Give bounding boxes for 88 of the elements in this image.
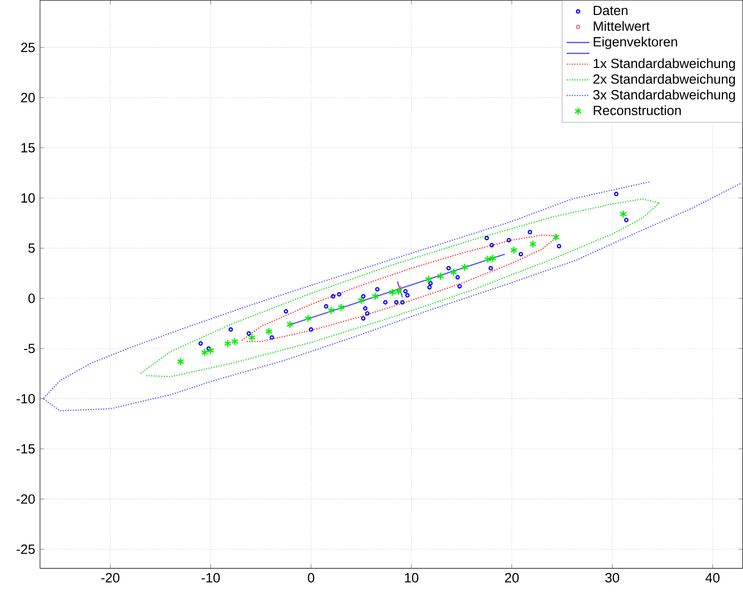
- point: [556, 244, 562, 249]
- point: [338, 303, 345, 312]
- legend-label: Daten: [594, 6, 628, 16]
- point: [394, 300, 399, 305]
- point: [365, 311, 370, 316]
- point: [428, 281, 433, 286]
- y-tick-label: -5: [24, 344, 35, 354]
- point: [400, 300, 405, 305]
- point: [372, 292, 379, 301]
- x-tick-label: 30: [605, 573, 620, 583]
- point: [265, 328, 272, 336]
- point: [330, 294, 336, 299]
- y-tick-label: 25: [21, 42, 35, 52]
- point: [398, 286, 403, 291]
- point: [358, 296, 365, 305]
- point: [207, 346, 214, 355]
- legend-label: Reconstruction: [594, 106, 681, 116]
- y-tick-label: -25: [16, 544, 35, 554]
- point: [489, 254, 496, 262]
- point: [490, 243, 494, 248]
- point: [198, 341, 203, 346]
- point: [363, 306, 368, 311]
- point: [286, 320, 294, 329]
- y-tick-label: 20: [21, 93, 35, 102]
- point: [450, 268, 458, 276]
- point: [308, 327, 314, 332]
- point: [405, 293, 410, 298]
- legend-label: 1x Standardabweichung: [594, 58, 735, 71]
- y-tick-label: -15: [16, 444, 35, 454]
- point: [427, 285, 432, 290]
- y-tick-label: 5: [28, 244, 35, 253]
- y-tick-label: -10: [16, 394, 35, 404]
- x-tick-label: -10: [202, 573, 220, 583]
- point: [304, 314, 312, 323]
- point: [324, 304, 328, 309]
- point: [403, 289, 408, 294]
- point: [529, 240, 537, 248]
- point: [228, 327, 233, 332]
- point: [436, 272, 444, 280]
- y-tick-label: 15: [21, 143, 35, 153]
- point: [455, 275, 460, 280]
- point: [284, 309, 288, 314]
- x-tick-label: 10: [405, 573, 418, 583]
- point: [328, 306, 335, 315]
- point: [624, 218, 628, 222]
- legend-label: 2x Standardabweichung: [593, 74, 735, 87]
- point: [231, 338, 238, 346]
- point: [361, 294, 366, 299]
- legend-label: Eigenvektoren: [594, 36, 678, 50]
- point: [336, 292, 342, 297]
- point: [424, 275, 432, 284]
- point: [388, 288, 396, 297]
- point: [206, 346, 211, 351]
- point: [394, 287, 402, 296]
- legend-label: Mittelwert: [594, 21, 650, 31]
- y-tick-label: 10: [21, 193, 35, 203]
- point: [248, 334, 256, 342]
- y-tick-label: 0: [28, 294, 35, 304]
- point: [484, 255, 492, 264]
- point: [270, 335, 274, 340]
- point: [361, 316, 366, 321]
- line-series: [241, 234, 559, 342]
- line-series: [140, 198, 660, 378]
- y-tick-label: -20: [16, 494, 35, 504]
- point: [484, 236, 489, 240]
- point: [620, 210, 627, 218]
- point: [510, 246, 518, 254]
- point: [488, 266, 493, 271]
- x-tick-label: -20: [101, 573, 120, 583]
- legend-label: 3x Standardabweichung: [593, 90, 735, 102]
- point: [506, 238, 512, 242]
- point: [457, 284, 462, 289]
- x-tick-label: 20: [505, 573, 519, 583]
- point: [614, 192, 618, 196]
- point: [518, 252, 524, 257]
- point: [176, 358, 184, 366]
- point: [528, 230, 532, 234]
- x-tick-label: 40: [706, 573, 720, 583]
- point: [201, 348, 208, 357]
- point: [246, 331, 252, 336]
- point: [383, 300, 388, 305]
- point: [224, 340, 232, 348]
- point: [461, 263, 468, 272]
- line-series: [42, 181, 742, 412]
- point: [446, 266, 451, 271]
- point: [552, 233, 560, 242]
- x-tick-label: 0: [308, 573, 314, 583]
- point: [375, 287, 380, 292]
